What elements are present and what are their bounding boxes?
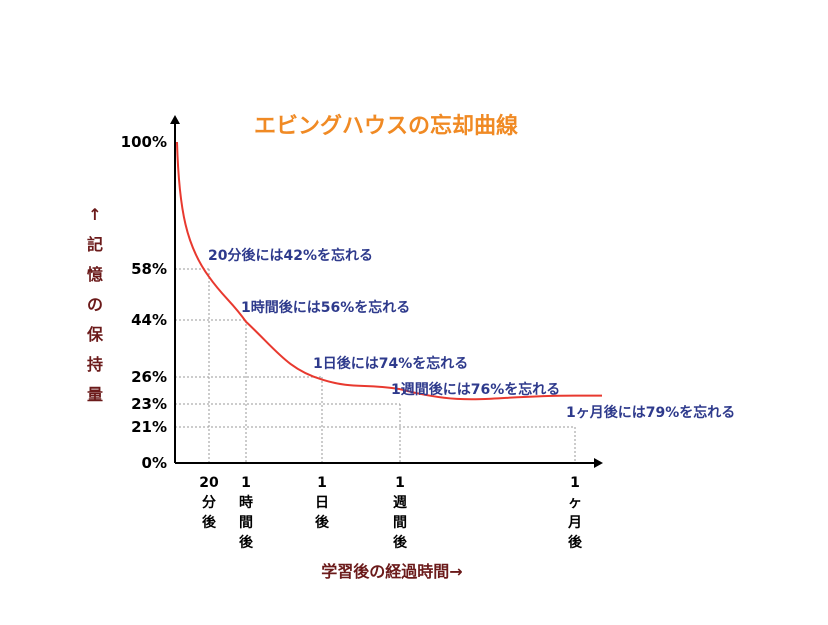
y-axis-label-char: 持 [87,355,103,374]
y-axis-label-char: 記 [87,235,103,254]
x-tick-label-char: 後 [239,534,254,551]
x-tick-label-char: 分 [202,495,216,511]
x-tick-label-char: 20 [199,475,219,491]
x-tick-label-char: 後 [393,534,408,551]
annotation-label: 1週間後には76%を忘れる [391,381,560,398]
x-tick-label-char: 1 [395,475,405,491]
annotation-label: 1日後には74%を忘れる [313,355,468,372]
y-axis-label-char: ↑ [88,205,101,224]
y-axis-arrow [170,115,180,124]
y-axis-label-char: 憶 [87,265,103,284]
x-tick-label-char: 1 [241,475,251,491]
x-tick-label-char: 日 [315,495,329,511]
x-tick-label-char: 間 [393,515,407,531]
y-axis-label-char: 保 [86,325,104,344]
x-tick-label-char: 後 [202,514,217,531]
forgetting-curve-line [176,141,602,401]
x-tick-label-char: 月 [567,515,582,531]
x-tick-label-char: 間 [239,515,253,531]
x-tick-label-char: 後 [568,534,583,551]
x-tick-label-char: 1 [570,475,580,491]
y-tick-label: 100% [121,133,167,151]
y-tick-label: 0% [142,454,167,472]
x-tick-label-char: ヶ [568,495,582,511]
x-tick-label-char: 後 [315,514,330,531]
x-axis-arrow [594,458,603,468]
y-tick-label: 58% [131,260,167,278]
x-tick-label-char: 1 [317,475,327,491]
chart-title: エビングハウスの忘却曲線 [254,113,518,139]
y-tick-label: 44% [131,311,167,329]
y-tick-label: 21% [131,418,167,436]
annotation-label: 1時間後には56%を忘れる [241,299,410,316]
y-axis-label-char: の [87,295,103,314]
x-axis-label: 学習後の経過時間→ [321,562,462,581]
y-tick-label: 23% [131,395,167,413]
y-axis-label-char: 量 [87,385,103,404]
x-tick-label-char: 週 [393,495,407,511]
annotation-label: 1ヶ月後には79%を忘れる [566,404,735,421]
annotation-label: 20分後には42%を忘れる [208,247,373,264]
x-tick-label-char: 時 [239,494,253,511]
y-tick-label: 26% [131,368,167,386]
